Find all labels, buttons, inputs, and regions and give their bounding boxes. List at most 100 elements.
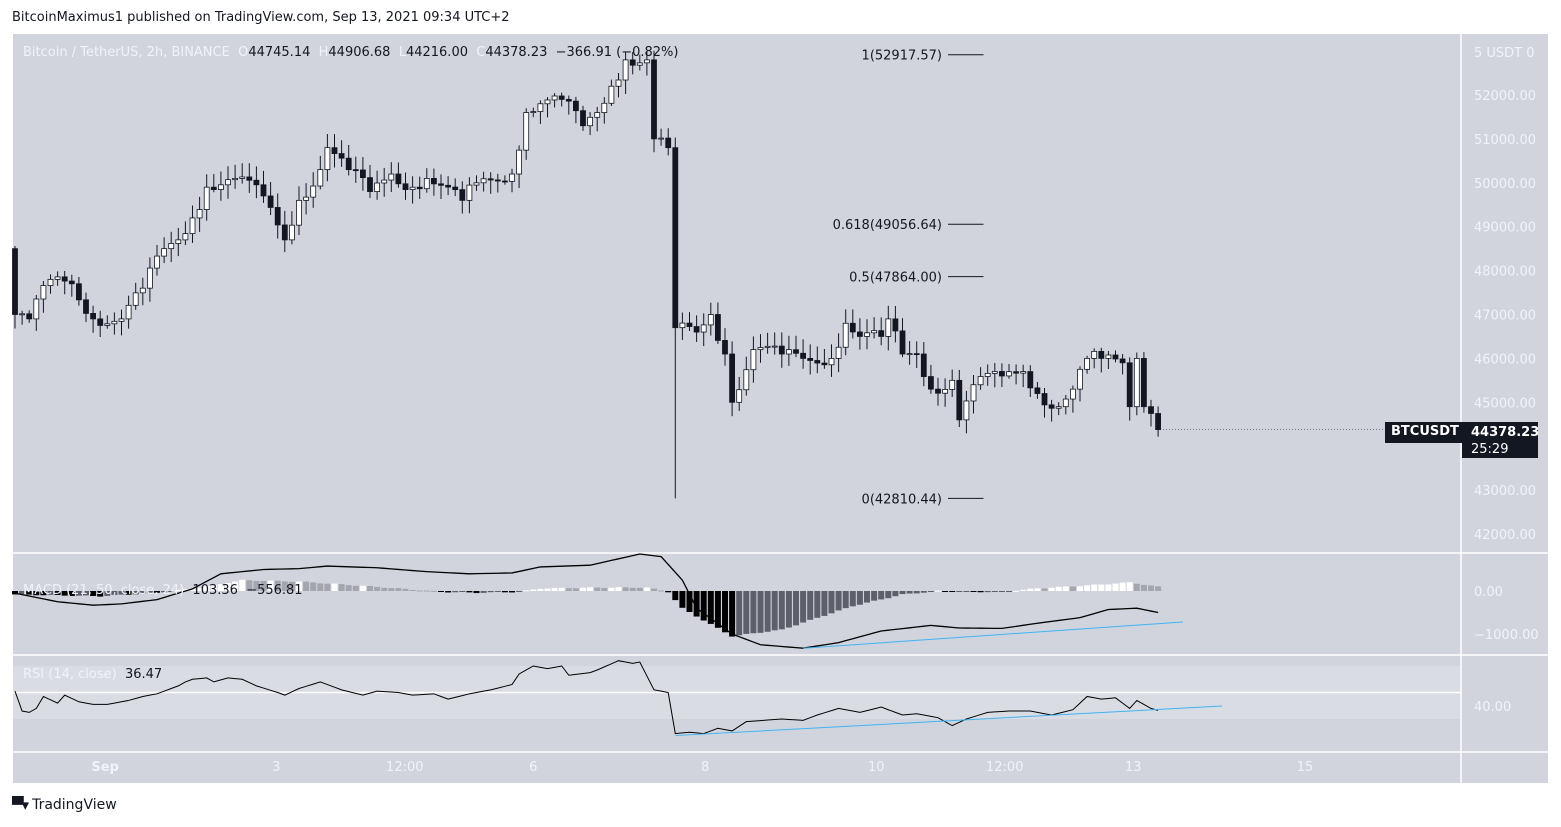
macd-histogram-bar [47, 591, 54, 595]
macd-histogram-bar [1077, 586, 1083, 591]
macd-histogram-bar [182, 589, 189, 591]
price-tick-label: 47000.00 [1474, 309, 1536, 324]
candle-body [296, 199, 302, 226]
candle [551, 93, 558, 108]
macd-histogram-bar [381, 587, 388, 591]
candle [253, 166, 260, 199]
candle [374, 170, 381, 200]
macd-histogram-bar [693, 591, 700, 617]
fib-level-label: 1(52917.57) [862, 49, 942, 64]
symbol-title[interactable]: Bitcoin / TetherUS, 2h, BINANCE [23, 45, 230, 60]
macd-histogram-bar [927, 591, 934, 592]
macd-histogram-bar [963, 591, 970, 592]
candle [715, 302, 721, 344]
candle [1062, 394, 1069, 415]
macd-histogram-bar [473, 591, 480, 594]
candle [1034, 381, 1041, 399]
macd-histogram-bar [523, 590, 530, 592]
macd-histogram-bar [232, 581, 239, 591]
candle [778, 332, 785, 368]
candle-body [544, 99, 551, 105]
macd-title[interactable]: MACD (21, 50, close, 24) [23, 583, 185, 598]
rsi-title[interactable]: RSI (14, close) [23, 667, 117, 682]
candle-body [139, 287, 146, 294]
low-label: L [398, 45, 406, 60]
macd-histogram-bar [970, 591, 977, 592]
candle-body [991, 371, 998, 374]
macd-histogram-bar [679, 591, 686, 608]
candle-body [999, 371, 1005, 377]
candle [1141, 352, 1147, 413]
candle [636, 54, 643, 71]
candle [317, 155, 324, 190]
price-tick-label: 42000.00 [1474, 528, 1536, 543]
candle-body [807, 357, 814, 361]
macd-histogram-bar [423, 590, 430, 592]
candle [388, 162, 395, 192]
candle-body [956, 379, 963, 421]
candle [12, 246, 18, 329]
candle-body [878, 330, 885, 337]
candle [19, 310, 26, 325]
candle-body [466, 184, 473, 201]
candle-body [644, 59, 650, 64]
candle [516, 145, 522, 189]
candle [864, 319, 870, 350]
rsi-line [14, 660, 1159, 735]
candle [161, 237, 168, 264]
macd-histogram-bar [608, 587, 615, 591]
time-axis-label: 15 [1297, 760, 1314, 775]
candle [83, 292, 89, 323]
candle [1155, 406, 1161, 437]
macd-histogram-bar [828, 591, 835, 614]
candle-body [331, 147, 338, 154]
footer-brand[interactable]: TradingView [32, 797, 117, 813]
candle-body [523, 112, 530, 151]
candle [47, 274, 54, 294]
macd-histogram-bar [572, 588, 579, 591]
macd-histogram-bar [310, 582, 317, 591]
candle [920, 342, 927, 387]
macd-tick-label: −1000.00 [1474, 628, 1539, 643]
candle-body [700, 324, 707, 333]
candle [26, 310, 33, 323]
candle-body [771, 345, 778, 348]
candle [644, 51, 650, 76]
candle [217, 171, 224, 201]
candle-body [1062, 398, 1069, 408]
candle [1041, 388, 1048, 418]
macd-histogram-bar [615, 587, 622, 591]
macd-histogram-bar [793, 591, 799, 626]
candle [466, 177, 473, 214]
candle [1020, 364, 1027, 388]
candle-body [1119, 358, 1126, 364]
macd-histogram-bar [388, 588, 395, 591]
candle [558, 92, 565, 107]
candle [132, 282, 139, 310]
candle [942, 378, 948, 407]
candle [1126, 357, 1133, 421]
macd-value-2: −556.81 [246, 583, 303, 598]
macd-histogram-bar [1006, 591, 1012, 592]
macd-histogram-bar [246, 580, 253, 591]
macd-histogram-bar [225, 583, 231, 591]
candle [722, 328, 728, 366]
candle-body [615, 79, 622, 87]
candle-body [573, 100, 579, 112]
candle-body [1091, 350, 1098, 359]
candle [438, 174, 444, 200]
candle-body [402, 183, 409, 190]
macd-histogram-bar [530, 589, 537, 591]
candle [544, 97, 551, 118]
macd-histogram-bar [565, 588, 572, 591]
candle [587, 112, 593, 136]
candle [750, 336, 757, 383]
candle [33, 294, 40, 331]
candle [76, 276, 82, 306]
macd-histogram-bar [1091, 584, 1098, 591]
candle-body [338, 153, 345, 159]
candle [54, 271, 61, 286]
candle [849, 309, 856, 339]
macd-value-1: 103.36 [192, 583, 238, 598]
